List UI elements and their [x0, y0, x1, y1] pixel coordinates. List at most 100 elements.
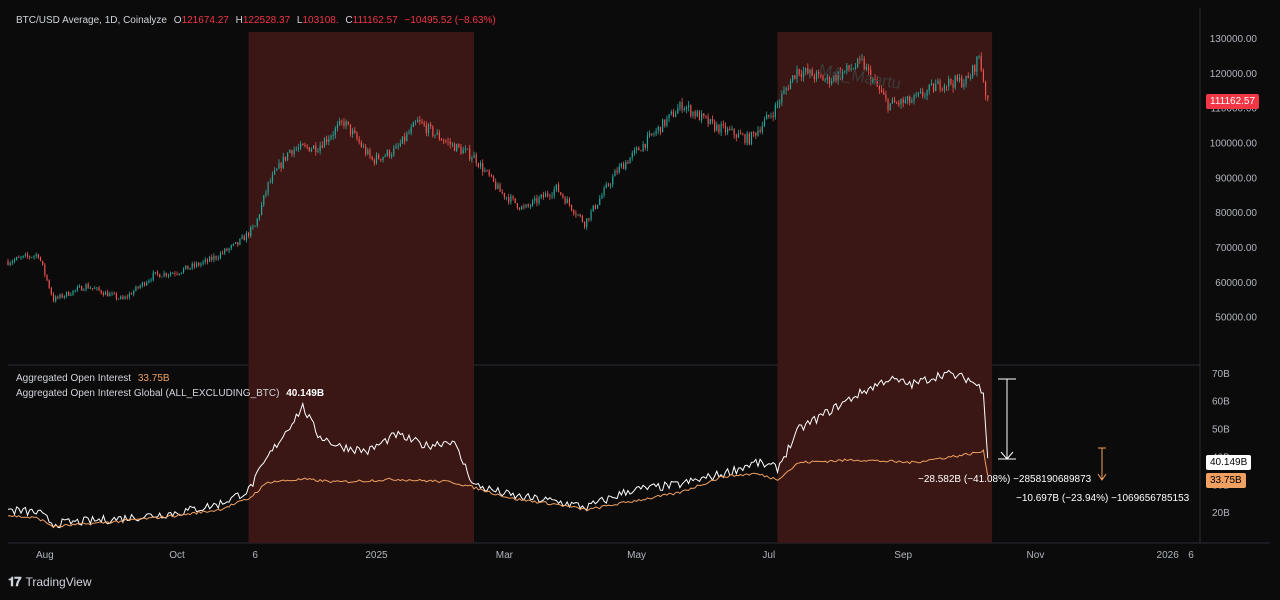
- candle: [958, 73, 961, 83]
- candle: [215, 255, 217, 261]
- tradingview-footer[interactable]: 𝟏𝟕 TradingView: [8, 574, 92, 590]
- oi-legend-row[interactable]: Aggregated Open Interest 33.75B: [16, 373, 174, 384]
- candle: [29, 255, 31, 260]
- candle: [63, 295, 65, 300]
- candle: [221, 250, 224, 255]
- candle: [141, 281, 143, 288]
- candle: [326, 135, 328, 145]
- candle: [256, 217, 258, 228]
- candle: [22, 255, 24, 259]
- candle: [911, 97, 913, 104]
- candle: [575, 210, 577, 218]
- candle: [323, 137, 326, 148]
- change-value: −10495.52 (−8.63%): [404, 15, 496, 26]
- candle: [792, 75, 794, 84]
- candle: [941, 87, 943, 92]
- candle: [319, 141, 321, 155]
- candle: [737, 130, 740, 139]
- candle: [794, 75, 796, 80]
- candle: [612, 173, 614, 188]
- candle: [802, 66, 805, 82]
- candle: [948, 75, 950, 91]
- candle: [68, 290, 70, 297]
- candle: [245, 231, 248, 243]
- candle: [822, 74, 824, 81]
- candle: [924, 92, 926, 100]
- oi-global-legend-row[interactable]: Aggregated Open Interest Global (ALL_EXC…: [16, 388, 328, 399]
- measure-white-tool[interactable]: [998, 378, 1016, 460]
- candle: [87, 282, 89, 289]
- candle: [239, 238, 241, 246]
- candle: [861, 54, 863, 62]
- candle: [466, 148, 469, 150]
- candle: [59, 293, 61, 300]
- candle: [154, 271, 156, 275]
- oi-label: Aggregated Open Interest: [16, 373, 132, 384]
- candle: [839, 67, 841, 81]
- candle: [341, 119, 343, 126]
- candle: [898, 100, 900, 107]
- candle: [78, 284, 81, 288]
- candle: [362, 143, 365, 149]
- oi-tick-label: 20B: [1212, 508, 1230, 519]
- candle: [204, 257, 206, 265]
- candle: [625, 160, 627, 171]
- candle: [596, 204, 599, 210]
- candle: [365, 143, 367, 157]
- candle: [824, 77, 826, 83]
- candle: [510, 193, 512, 205]
- candle: [330, 134, 332, 141]
- candle: [395, 143, 397, 149]
- oi-global-last-tag: 40.149B: [1206, 455, 1252, 470]
- candle: [291, 149, 293, 157]
- candle: [7, 258, 9, 266]
- candle: [744, 133, 746, 145]
- candle: [115, 292, 117, 301]
- candle: [922, 87, 924, 99]
- candle: [243, 234, 245, 241]
- candle: [534, 195, 536, 204]
- candle: [193, 261, 196, 269]
- candle: [523, 203, 525, 210]
- candle: [306, 144, 308, 150]
- candle: [48, 279, 50, 290]
- candle: [295, 146, 297, 152]
- candle: [547, 190, 549, 198]
- candle: [889, 103, 891, 111]
- candle: [961, 74, 963, 89]
- candle: [293, 146, 295, 158]
- candle: [688, 101, 690, 112]
- candle: [945, 85, 948, 91]
- candle: [638, 146, 640, 151]
- candle: [781, 90, 783, 107]
- measure-orange-tool[interactable]: [1097, 447, 1107, 481]
- candle: [248, 231, 250, 239]
- candle: [644, 143, 646, 151]
- candle: [169, 271, 172, 277]
- time-axis[interactable]: Aug Oct 6 2025 Mar May Jul Sep Nov 2026 6: [36, 550, 1194, 561]
- price-axis[interactable]: 50000.00 60000.00 70000.00 80000.00 90000.00…: [1210, 34, 1258, 324]
- candle: [130, 292, 133, 295]
- candle: [651, 133, 653, 137]
- candle: [701, 110, 703, 124]
- candle: [347, 121, 349, 126]
- candle: [232, 243, 235, 247]
- open-interest-axis[interactable]: 20B30B40B50B60B70B: [1212, 369, 1230, 519]
- candle: [443, 138, 445, 145]
- candle: [694, 109, 696, 120]
- candle: [885, 90, 887, 102]
- candle: [893, 96, 896, 103]
- candle: [332, 131, 334, 140]
- candle: [430, 121, 432, 129]
- candle: [343, 118, 345, 129]
- candle: [785, 86, 787, 95]
- price-legend[interactable]: BTC/USD Average, 1D, Coinalyze O121674.2…: [16, 15, 500, 26]
- candle: [976, 56, 978, 77]
- time-tick-label: Aug: [36, 550, 54, 561]
- candle: [675, 110, 677, 118]
- price-tick-label: 100000.00: [1210, 138, 1258, 149]
- candle: [432, 125, 434, 138]
- candle: [542, 191, 544, 200]
- candle: [956, 73, 958, 82]
